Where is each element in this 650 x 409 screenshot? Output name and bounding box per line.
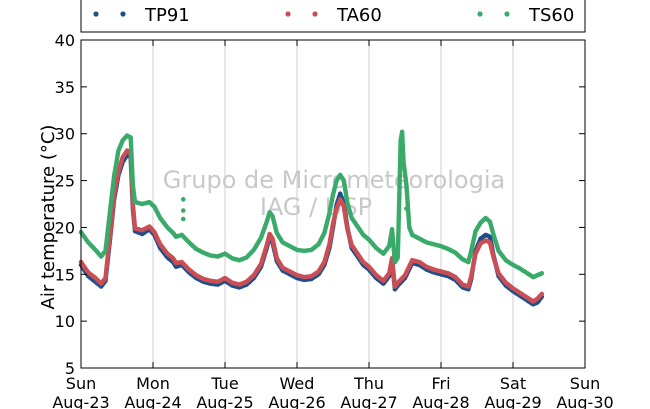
- x-tick-label-day: Thu: [353, 374, 384, 393]
- x-tick-label-date: Aug-25: [196, 393, 253, 409]
- y-tick-label: 25: [55, 172, 75, 191]
- y-axis-label: Air temperature (°C): [38, 125, 59, 310]
- x-tick-label-day: Mon: [136, 374, 170, 393]
- data-point: [180, 208, 186, 213]
- legend-marker: [504, 11, 510, 17]
- x-tick-label-day: Fri: [431, 374, 450, 393]
- data-points: [78, 129, 545, 307]
- series-TS60: [78, 129, 545, 280]
- data-point: [539, 271, 545, 276]
- x-tick-label-day: Sun: [570, 374, 600, 393]
- legend-label-TS60: TS60: [528, 5, 574, 26]
- y-tick-label: 40: [55, 31, 75, 50]
- series-TA60: [78, 148, 545, 304]
- data-point: [539, 291, 545, 297]
- x-tick-label-date: Aug-23: [52, 393, 109, 409]
- x-tick-label-day: Sun: [66, 374, 96, 393]
- x-tick-label-date: Aug-30: [556, 393, 613, 409]
- x-tick-label-day: Sat: [500, 374, 526, 393]
- x-tick-label-date: Aug-27: [340, 393, 397, 409]
- legend-box: [80, 0, 586, 33]
- data-point: [180, 197, 186, 202]
- legend-label-TA60: TA60: [336, 5, 382, 26]
- y-tick-label: 15: [55, 265, 75, 284]
- x-tick-label-date: Aug-29: [484, 393, 541, 409]
- data-point: [404, 206, 409, 211]
- legend-marker: [477, 11, 483, 17]
- legend-marker: [120, 11, 126, 17]
- legend: TP91 TA60 TS60: [80, 0, 586, 33]
- plot-frame: [80, 39, 586, 369]
- x-tick-label-date: Aug-24: [124, 393, 181, 409]
- legend-marker: [93, 11, 99, 17]
- data-point: [180, 216, 186, 222]
- legend-marker: [312, 11, 318, 17]
- y-tick-label: 10: [55, 312, 75, 331]
- legend-marker: [285, 11, 291, 17]
- y-tick-label: 30: [55, 125, 75, 144]
- legend-label-TP91: TP91: [144, 5, 190, 26]
- y-tick-label: 5: [65, 359, 75, 378]
- y-tick-label: 35: [55, 78, 75, 97]
- y-tick-label: 20: [55, 218, 75, 237]
- grid-layer: [152, 40, 514, 368]
- x-tick-label-day: Wed: [280, 374, 315, 393]
- x-tick-label-date: Aug-26: [268, 393, 325, 409]
- watermark-line-2: IAG / USP: [260, 193, 372, 221]
- x-tick-label-date: Aug-28: [412, 393, 469, 409]
- axes: 510152025303540SunAug-23MonAug-24TueAug-…: [52, 31, 613, 409]
- x-tick-label-day: Tue: [210, 374, 238, 393]
